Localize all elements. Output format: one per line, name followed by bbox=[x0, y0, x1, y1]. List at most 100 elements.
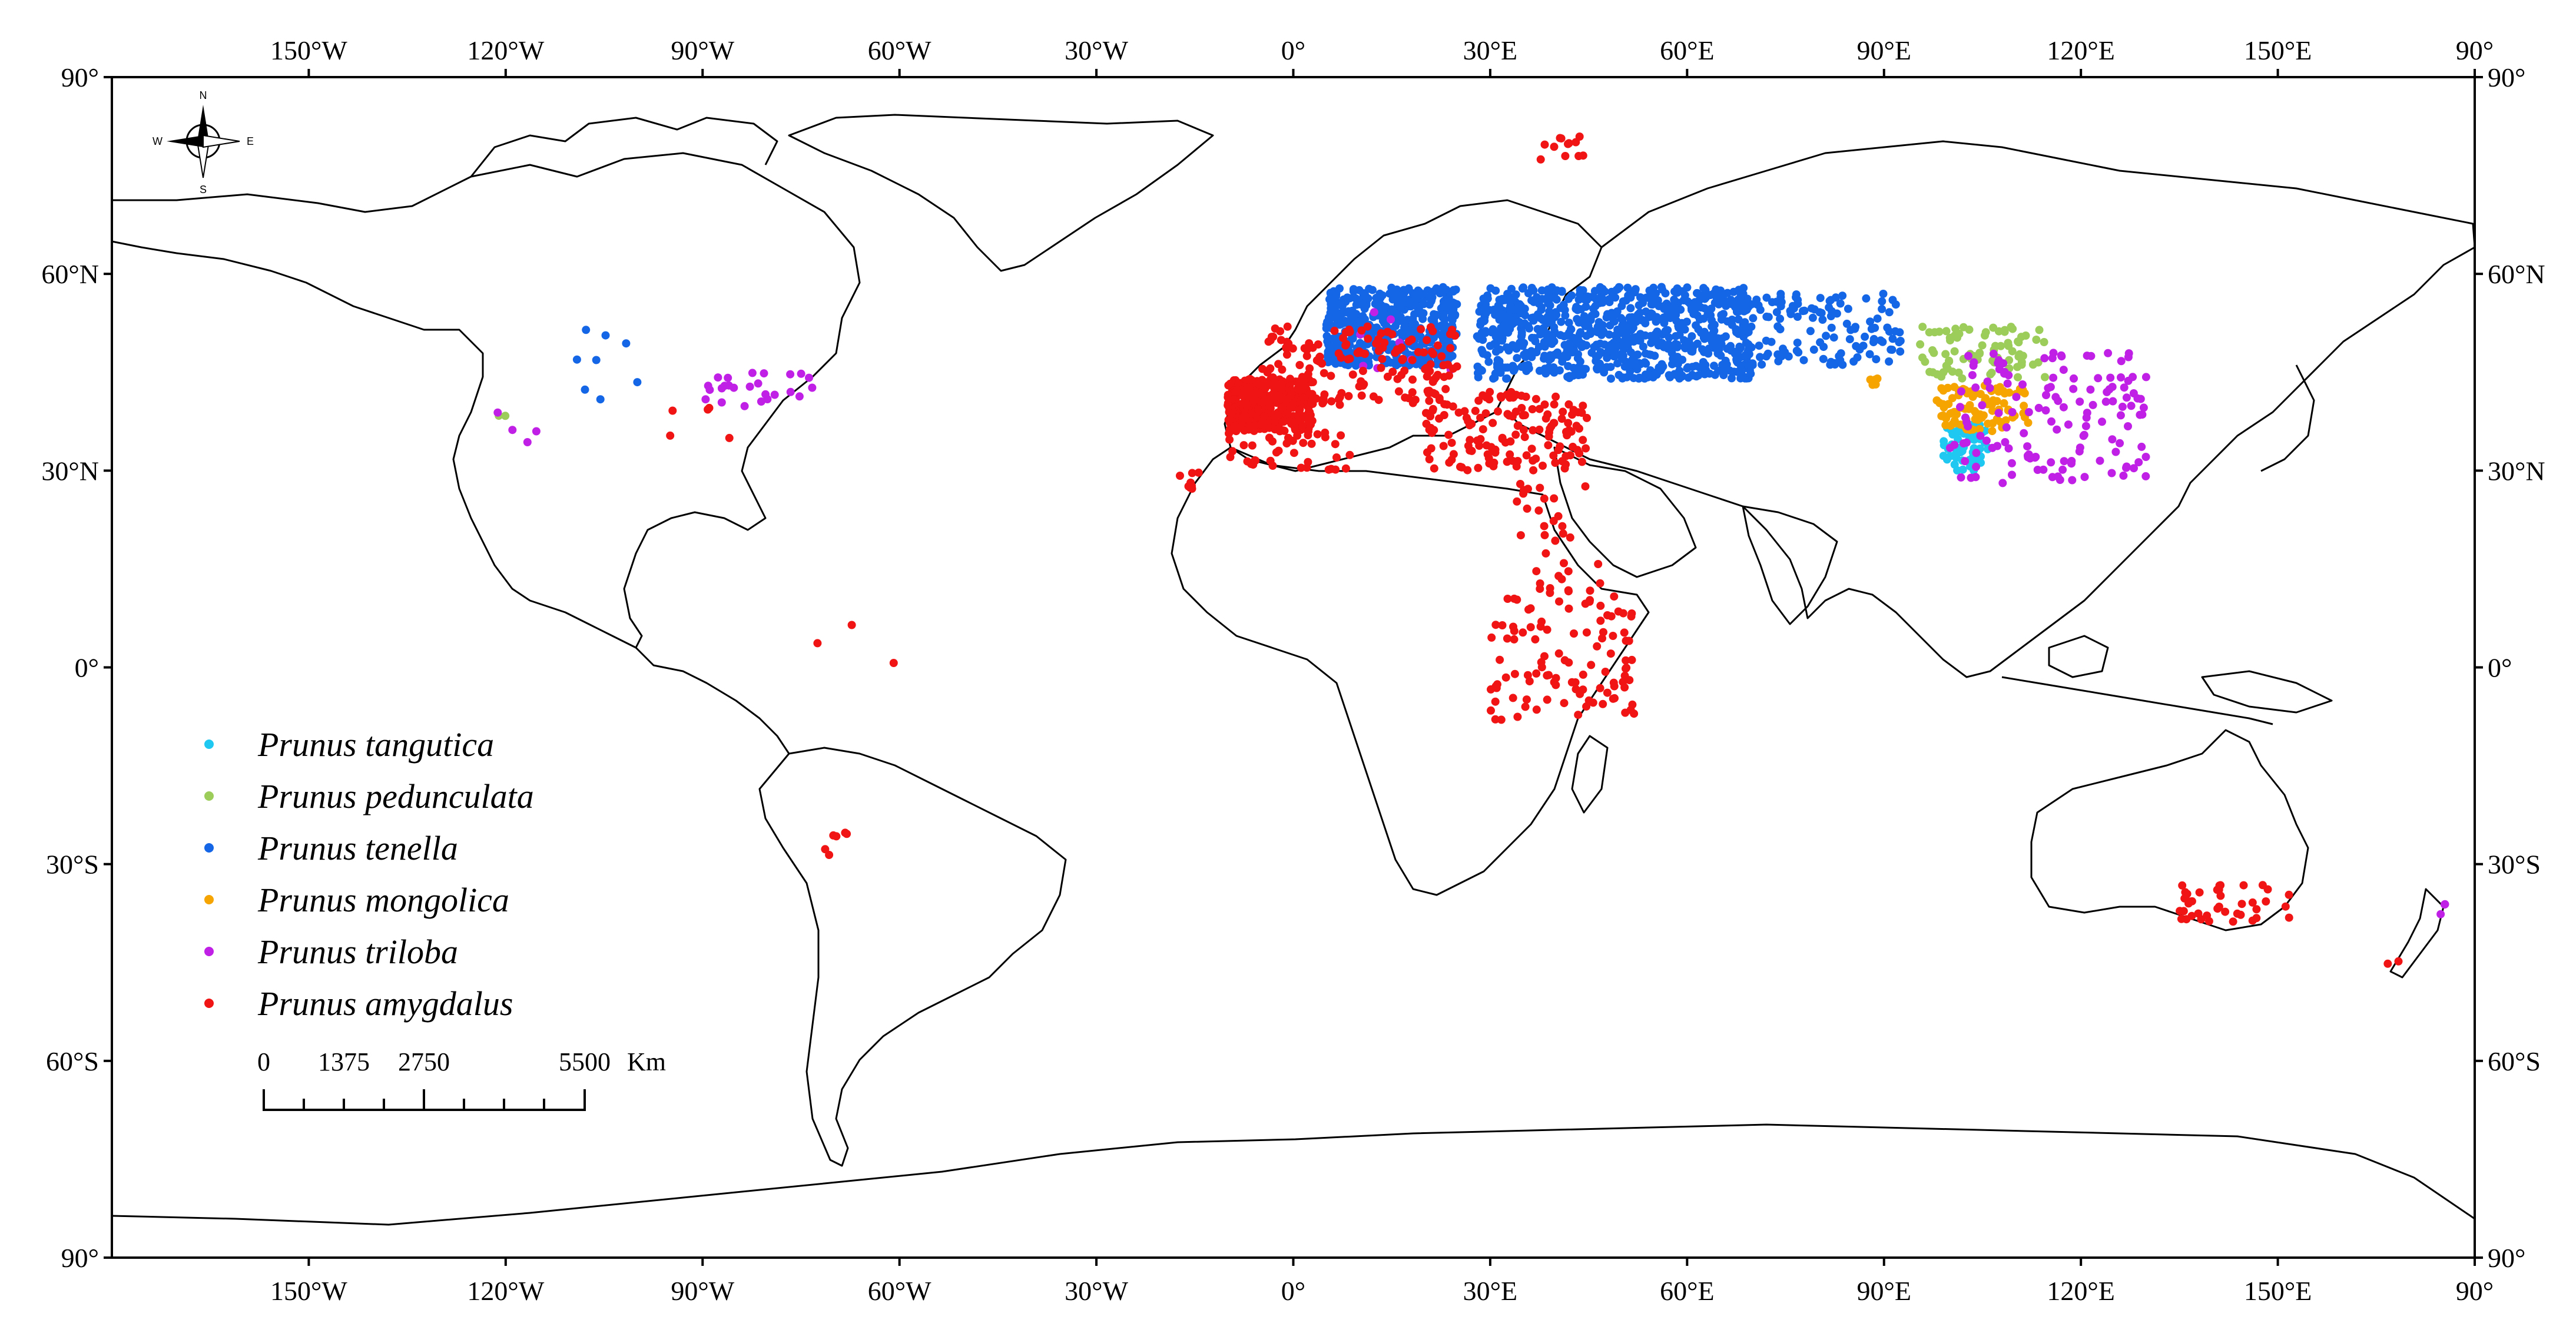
occurrence-point bbox=[1717, 311, 1726, 320]
occurrence-point bbox=[2122, 463, 2130, 472]
occurrence-point bbox=[2248, 916, 2257, 925]
occurrence-point bbox=[1558, 522, 1567, 530]
occurrence-point bbox=[1357, 391, 1366, 400]
occurrence-point bbox=[2059, 366, 2068, 374]
occurrence-point bbox=[1544, 441, 1553, 450]
occurrence-point bbox=[1331, 465, 1340, 474]
occurrence-point bbox=[2119, 471, 2128, 480]
occurrence-point bbox=[2057, 351, 2066, 360]
occurrence-point bbox=[1319, 397, 1328, 406]
occurrence-point bbox=[1466, 446, 1474, 455]
occurrence-point bbox=[1895, 338, 1904, 347]
occurrence-point bbox=[1550, 313, 1559, 321]
occurrence-point bbox=[1378, 316, 1387, 325]
occurrence-point bbox=[1712, 291, 1721, 300]
occurrence-point bbox=[1598, 634, 1606, 643]
occurrence-point bbox=[1560, 699, 1569, 708]
occurrence-point bbox=[1715, 337, 1724, 346]
occurrence-point bbox=[1831, 293, 1840, 302]
arabia-outline bbox=[1553, 446, 1697, 578]
occurrence-point bbox=[1579, 402, 1587, 410]
occurrence-point bbox=[1302, 352, 1311, 360]
occurrence-point bbox=[1539, 324, 1548, 333]
occurrence-point bbox=[2017, 333, 2025, 341]
occurrence-point bbox=[1449, 287, 1458, 296]
occurrence-point bbox=[1483, 305, 1491, 314]
lat-label-left: 60°S bbox=[46, 1046, 99, 1076]
occurrence-point bbox=[1238, 413, 1247, 422]
occurrence-point bbox=[1762, 336, 1771, 345]
occurrence-point bbox=[786, 370, 795, 379]
occurrence-point bbox=[1610, 592, 1619, 601]
occurrence-point bbox=[1278, 365, 1287, 374]
occurrence-point bbox=[1827, 323, 1836, 332]
occurrence-point bbox=[1354, 296, 1363, 305]
lat-label-right: 30°N bbox=[2488, 456, 2545, 486]
occurrence-point bbox=[1307, 439, 1316, 448]
occurrence-point bbox=[1957, 473, 1965, 482]
occurrence-point bbox=[1502, 374, 1511, 383]
occurrence-point bbox=[1529, 316, 1538, 325]
occurrence-point bbox=[1564, 140, 1572, 148]
occurrence-point bbox=[1946, 422, 1955, 430]
lon-label-top: 120°E bbox=[2047, 35, 2115, 65]
occurrence-point bbox=[1503, 595, 1512, 603]
occurrence-point bbox=[1819, 354, 1828, 363]
occurrence-point bbox=[1786, 310, 1795, 319]
occurrence-point bbox=[1636, 330, 1645, 339]
occurrence-point bbox=[2204, 917, 2213, 926]
occurrence-point bbox=[1527, 445, 1536, 453]
occurrence-point bbox=[1506, 302, 1515, 311]
occurrence-point bbox=[1645, 294, 1653, 303]
occurrence-point bbox=[1369, 392, 1378, 401]
occurrence-point bbox=[2040, 338, 2048, 346]
occurrence-point bbox=[1574, 711, 1583, 719]
occurrence-point bbox=[1596, 616, 1605, 625]
occurrence-point bbox=[1528, 405, 1537, 413]
occurrence-point bbox=[1604, 295, 1613, 304]
occurrence-point bbox=[2127, 402, 2136, 410]
occurrence-point bbox=[1482, 393, 1491, 402]
occurrence-point bbox=[1851, 323, 1860, 331]
occurrence-point bbox=[1297, 463, 1305, 472]
occurrence-point bbox=[1305, 364, 1314, 373]
occurrence-point bbox=[1572, 138, 1580, 147]
occurrence-point bbox=[2024, 453, 2033, 462]
occurrence-point bbox=[1613, 351, 1621, 360]
occurrence-point bbox=[1475, 442, 1484, 450]
occurrence-point bbox=[1543, 286, 1552, 294]
occurrence-point bbox=[1510, 669, 1519, 678]
occurrence-point bbox=[1557, 134, 1566, 143]
occurrence-point bbox=[2086, 385, 2095, 394]
occurrence-point bbox=[1478, 336, 1487, 344]
occurrence-point bbox=[1955, 329, 1964, 338]
occurrence-point bbox=[622, 339, 631, 348]
occurrence-point bbox=[2053, 425, 2061, 434]
occurrence-point bbox=[1347, 312, 1355, 321]
occurrence-point bbox=[1513, 595, 1521, 604]
legend: Prunus tangutica Prunus pedunculata Prunus… bbox=[204, 725, 534, 1023]
occurrence-point bbox=[2180, 894, 2189, 903]
occurrence-point bbox=[2041, 406, 2050, 415]
occurrence-point bbox=[1521, 702, 1530, 711]
occurrence-point bbox=[1358, 367, 1367, 375]
occurrence-point bbox=[2044, 384, 2053, 393]
greenland-outline bbox=[788, 114, 1214, 272]
occurrence-point bbox=[1357, 377, 1365, 386]
occurrence-point bbox=[1474, 463, 1483, 472]
occurrence-point bbox=[1635, 374, 1643, 383]
occurrence-point bbox=[1673, 284, 1682, 293]
occurrence-point bbox=[1184, 482, 1193, 490]
occurrence-point bbox=[1559, 407, 1567, 416]
occurrence-point bbox=[1620, 362, 1629, 371]
occurrence-point bbox=[1610, 694, 1619, 702]
legend-label: Prunus mongolica bbox=[257, 881, 509, 919]
occurrence-point bbox=[1561, 311, 1570, 320]
occurrence-point bbox=[1710, 362, 1718, 370]
occurrence-point bbox=[1273, 395, 1282, 404]
occurrence-point bbox=[1377, 301, 1385, 310]
occurrence-point bbox=[1550, 327, 1559, 336]
occurrence-point bbox=[1545, 307, 1554, 316]
occurrence-point bbox=[1387, 315, 1395, 324]
occurrence-point bbox=[2087, 352, 2096, 360]
